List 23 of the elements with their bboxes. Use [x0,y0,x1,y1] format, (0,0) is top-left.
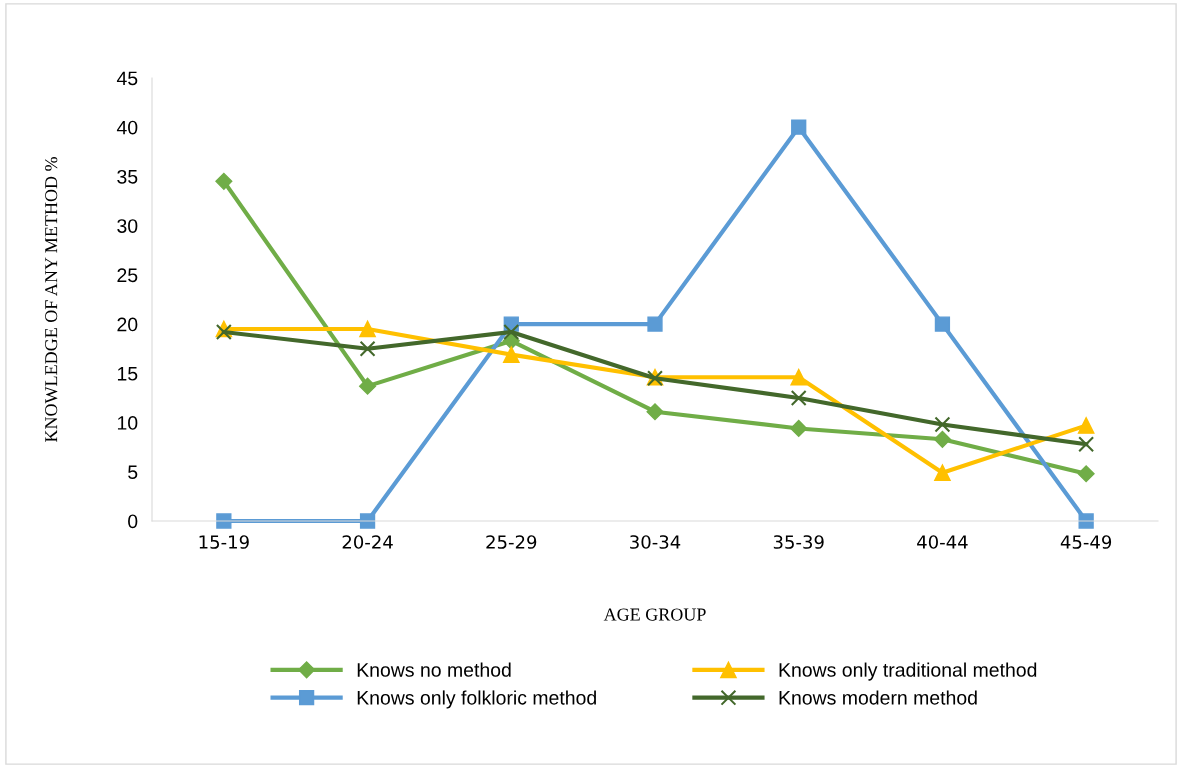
x-tick-label: 25-29 [486,535,537,549]
legend-label: Knows no method [357,662,511,677]
y-tick-label: 15 [117,367,138,381]
y-tick-label: 45 [116,71,138,86]
x-axis-title: AGE GROUP [603,608,706,621]
x-tick-label: 30-34 [630,535,681,549]
y-tick-label: 0 [128,514,138,529]
y-tick-label: 20 [117,317,138,332]
legend-label: Knows only traditional method [779,662,1037,681]
legend-label: Knows modern method [779,690,977,705]
x-tick-label: 20-24 [342,535,393,549]
x-tick-label: 40-44 [917,535,968,549]
y-tick-label: 5 [128,465,138,480]
y-axis-title: KNOWLEDGE OF ANY METHOD % [45,157,58,443]
legend-label: Knows only folkloric method [357,690,596,709]
y-tick-label: 10 [117,416,138,430]
y-tick-label: 35 [117,169,138,184]
y-tick-label: 30 [117,219,138,233]
x-tick-label: 15-19 [199,535,249,549]
y-tick-label: 40 [116,120,138,135]
x-tick-label: 35-39 [773,535,824,549]
x-tick-label: 45-49 [1060,535,1112,549]
y-tick-label: 25 [117,268,138,283]
